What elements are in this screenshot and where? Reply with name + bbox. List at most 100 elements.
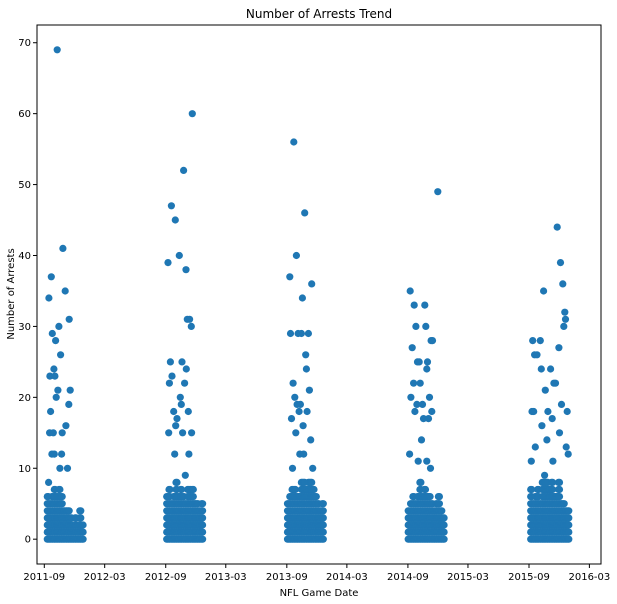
data-point	[171, 450, 179, 458]
data-point	[302, 351, 310, 359]
chart-title: Number of Arrests Trend	[246, 7, 392, 21]
y-tick-label: 30	[18, 322, 31, 333]
data-point	[175, 251, 183, 260]
x-tick-label: 2013-03	[205, 572, 247, 583]
x-tick-label: 2012-03	[84, 572, 126, 583]
data-point	[290, 138, 298, 146]
data-point	[189, 493, 197, 501]
y-tick-label: 0	[25, 535, 31, 546]
data-point	[549, 457, 557, 465]
data-point	[421, 485, 430, 494]
data-point	[423, 358, 432, 366]
data-point	[52, 337, 60, 345]
data-point	[440, 528, 448, 536]
data-point	[562, 443, 570, 451]
data-point	[560, 322, 568, 330]
data-point	[555, 478, 564, 486]
data-point	[417, 478, 425, 486]
data-point	[419, 415, 428, 423]
data-point	[565, 521, 573, 529]
data-point	[173, 478, 181, 486]
data-point	[288, 464, 297, 472]
data-point	[189, 485, 197, 494]
data-point	[291, 485, 299, 494]
x-tick-label: 2013-09	[266, 572, 308, 583]
data-point	[543, 436, 551, 444]
data-point	[187, 322, 195, 330]
data-point	[54, 386, 62, 394]
data-point	[319, 521, 327, 529]
data-point	[533, 351, 541, 359]
data-point	[561, 315, 570, 323]
data-point	[440, 535, 448, 543]
data-point	[176, 393, 184, 401]
data-point	[180, 166, 188, 174]
data-point	[555, 493, 564, 501]
data-point	[564, 450, 572, 458]
data-point	[556, 259, 565, 267]
data-point	[58, 429, 66, 437]
data-point	[302, 365, 310, 373]
data-point	[529, 337, 537, 345]
data-point	[166, 485, 174, 494]
data-point	[79, 521, 87, 529]
data-point	[171, 216, 179, 224]
data-point	[435, 493, 443, 501]
data-point	[59, 244, 67, 252]
data-point	[53, 46, 61, 54]
data-point	[422, 322, 430, 330]
data-point	[555, 485, 564, 494]
y-tick-label: 10	[18, 464, 31, 475]
data-point	[178, 358, 186, 366]
x-axis: 2011-09 2012-03 2012-09 2013-03 2013-09 2014-…	[23, 564, 610, 583]
data-point	[170, 407, 178, 416]
data-point	[440, 521, 448, 529]
data-point	[551, 379, 560, 387]
data-point	[65, 315, 73, 323]
y-axis-label: Number of Arrests	[6, 248, 17, 339]
data-point	[426, 464, 435, 472]
data-point	[435, 500, 443, 508]
data-point	[423, 365, 431, 373]
data-point	[549, 478, 557, 486]
data-point	[555, 429, 564, 437]
data-point	[565, 528, 573, 536]
data-point	[52, 393, 60, 401]
data-point	[548, 415, 556, 423]
data-point	[179, 429, 187, 437]
data-point	[565, 535, 573, 543]
data-point	[438, 507, 446, 515]
data-point	[297, 329, 305, 338]
data-point	[541, 471, 549, 479]
data-point	[168, 372, 176, 380]
data-point	[319, 535, 327, 543]
data-point	[308, 478, 316, 486]
x-tick-label: 2011-09	[23, 572, 65, 583]
data-point	[426, 493, 434, 501]
y-axis: 0 10 20 30 40 50 60 70	[18, 38, 37, 546]
data-point	[418, 400, 427, 408]
data-point	[412, 322, 420, 330]
data-point	[166, 358, 174, 366]
data-point	[559, 280, 567, 288]
data-point	[434, 188, 442, 196]
data-point	[56, 485, 64, 494]
data-point	[287, 415, 296, 423]
data-point	[58, 493, 66, 501]
data-point	[286, 329, 295, 338]
data-point	[416, 379, 424, 387]
data-point	[66, 386, 74, 394]
data-point	[428, 337, 437, 345]
data-point	[425, 393, 434, 401]
data-point	[165, 379, 173, 387]
data-point	[188, 429, 196, 437]
data-point	[165, 429, 173, 437]
x-tick-label: 2014-09	[387, 572, 429, 583]
data-point	[63, 464, 72, 472]
data-point	[565, 514, 573, 522]
data-point	[544, 407, 552, 416]
data-point	[182, 266, 190, 274]
data-point	[289, 379, 297, 387]
data-point	[406, 287, 414, 295]
